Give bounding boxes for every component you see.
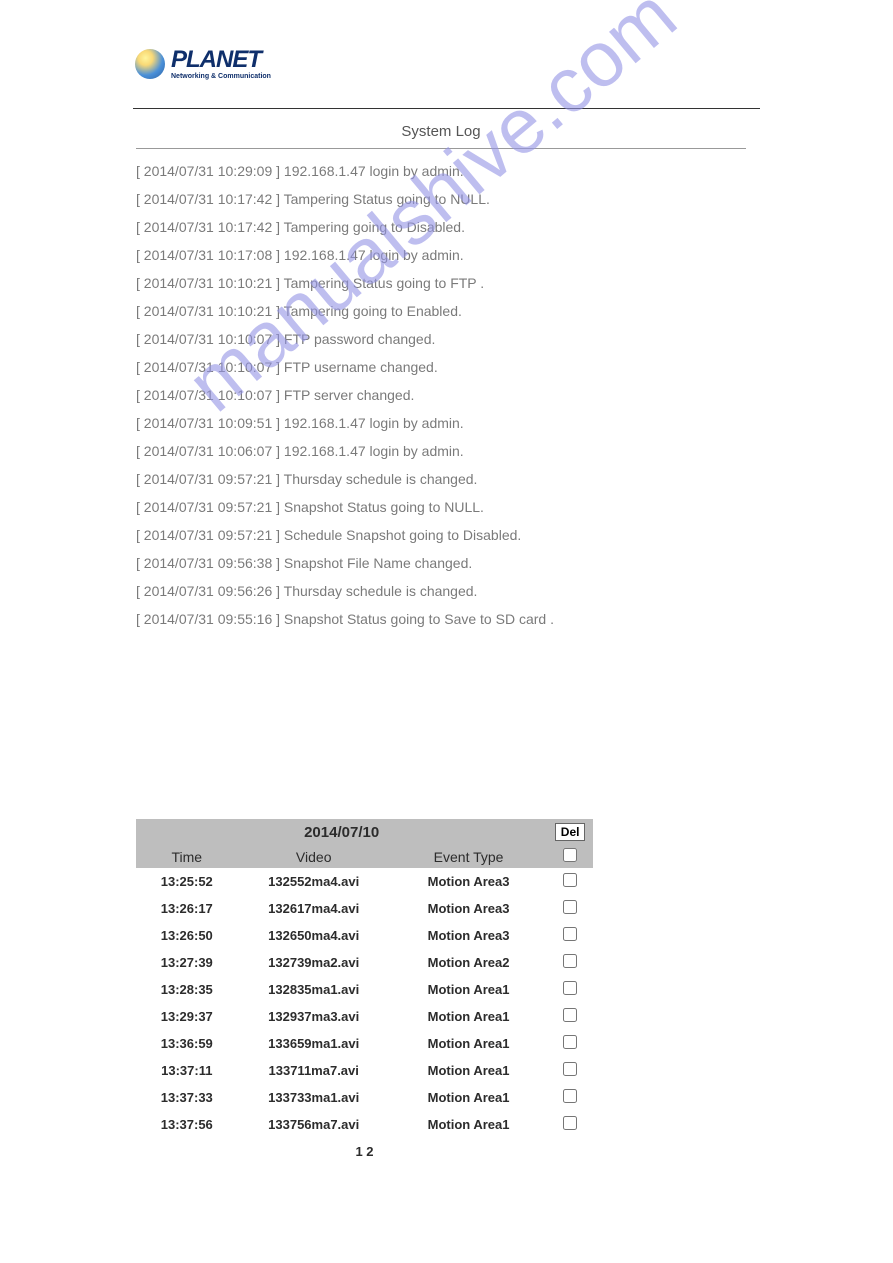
table-row: 13:37:11133711ma7.aviMotion Area1 — [136, 1057, 593, 1084]
cell-event: Motion Area1 — [390, 1057, 547, 1084]
row-checkbox[interactable] — [563, 1089, 577, 1103]
log-line: [ 2014/07/31 09:56:26 ] Thursday schedul… — [136, 577, 746, 605]
log-line: [ 2014/07/31 10:06:07 ] 192.168.1.47 log… — [136, 437, 746, 465]
cell-video[interactable]: 133733ma1.avi — [238, 1084, 390, 1111]
cell-time: 13:37:33 — [136, 1084, 238, 1111]
cell-check — [547, 1030, 593, 1057]
log-line: [ 2014/07/31 09:55:16 ] Snapshot Status … — [136, 605, 746, 633]
col-header-check — [547, 845, 593, 868]
cell-event: Motion Area1 — [390, 976, 547, 1003]
log-lines: [ 2014/07/31 10:29:09 ] 192.168.1.47 log… — [136, 149, 746, 633]
cell-time: 13:36:59 — [136, 1030, 238, 1057]
event-date-row: 2014/07/10 Del — [136, 819, 593, 845]
row-checkbox[interactable] — [563, 1035, 577, 1049]
row-checkbox[interactable] — [563, 981, 577, 995]
cell-check — [547, 868, 593, 895]
cell-check — [547, 949, 593, 976]
col-header-video: Video — [238, 845, 390, 868]
event-date: 2014/07/10 — [136, 819, 547, 845]
cell-event: Motion Area1 — [390, 1111, 547, 1138]
table-row: 13:37:56133756ma7.aviMotion Area1 — [136, 1111, 593, 1138]
cell-event: Motion Area1 — [390, 1030, 547, 1057]
col-header-time: Time — [136, 845, 238, 868]
table-row: 13:37:33133733ma1.aviMotion Area1 — [136, 1084, 593, 1111]
table-row: 13:26:17132617ma4.aviMotion Area3 — [136, 895, 593, 922]
cell-time: 13:26:50 — [136, 922, 238, 949]
logo: PLANET Networking & Communication — [135, 48, 893, 80]
log-line: [ 2014/07/31 10:17:42 ] Tampering Status… — [136, 185, 746, 213]
cell-time: 13:37:11 — [136, 1057, 238, 1084]
cell-time: 13:27:39 — [136, 949, 238, 976]
table-row: 13:27:39132739ma2.aviMotion Area2 — [136, 949, 593, 976]
event-header-row: Time Video Event Type — [136, 845, 593, 868]
cell-event: Motion Area2 — [390, 949, 547, 976]
logo-text: PLANET Networking & Communication — [171, 48, 271, 80]
table-row: 13:26:50132650ma4.aviMotion Area3 — [136, 922, 593, 949]
cell-video[interactable]: 132552ma4.avi — [238, 868, 390, 895]
row-checkbox[interactable] — [563, 1008, 577, 1022]
row-checkbox[interactable] — [563, 1116, 577, 1130]
row-checkbox[interactable] — [563, 927, 577, 941]
system-log-title: System Log — [136, 117, 746, 149]
cell-time: 13:28:35 — [136, 976, 238, 1003]
log-line: [ 2014/07/31 10:17:08 ] 192.168.1.47 log… — [136, 241, 746, 269]
cell-video[interactable]: 132937ma3.avi — [238, 1003, 390, 1030]
cell-check — [547, 1057, 593, 1084]
log-line: [ 2014/07/31 10:10:07 ] FTP password cha… — [136, 325, 746, 353]
table-row: 13:29:37132937ma3.aviMotion Area1 — [136, 1003, 593, 1030]
cell-time: 13:29:37 — [136, 1003, 238, 1030]
cell-check — [547, 1084, 593, 1111]
cell-video[interactable]: 133711ma7.avi — [238, 1057, 390, 1084]
cell-video[interactable]: 132617ma4.avi — [238, 895, 390, 922]
log-line: [ 2014/07/31 10:29:09 ] 192.168.1.47 log… — [136, 157, 746, 185]
cell-time: 13:37:56 — [136, 1111, 238, 1138]
cell-video[interactable]: 133659ma1.avi — [238, 1030, 390, 1057]
main-divider — [133, 108, 760, 109]
log-line: [ 2014/07/31 09:57:21 ] Schedule Snapsho… — [136, 521, 746, 549]
table-row: 13:28:35132835ma1.aviMotion Area1 — [136, 976, 593, 1003]
event-table: 2014/07/10 Del Time Video Event Type 13:… — [136, 819, 593, 1138]
row-checkbox[interactable] — [563, 900, 577, 914]
cell-check — [547, 1003, 593, 1030]
log-line: [ 2014/07/31 09:56:38 ] Snapshot File Na… — [136, 549, 746, 577]
cell-event: Motion Area3 — [390, 895, 547, 922]
row-checkbox[interactable] — [563, 873, 577, 887]
log-line: [ 2014/07/31 10:10:07 ] FTP server chang… — [136, 381, 746, 409]
page-header: PLANET Networking & Communication — [0, 0, 893, 80]
row-checkbox[interactable] — [563, 1062, 577, 1076]
cell-event: Motion Area1 — [390, 1003, 547, 1030]
cell-video[interactable]: 132739ma2.avi — [238, 949, 390, 976]
pager[interactable]: 1 2 — [136, 1144, 593, 1159]
cell-event: Motion Area1 — [390, 1084, 547, 1111]
cell-check — [547, 1111, 593, 1138]
cell-event: Motion Area3 — [390, 868, 547, 895]
del-cell: Del — [547, 819, 593, 845]
cell-check — [547, 895, 593, 922]
log-line: [ 2014/07/31 10:17:42 ] Tampering going … — [136, 213, 746, 241]
cell-video[interactable]: 132650ma4.avi — [238, 922, 390, 949]
delete-button[interactable]: Del — [555, 823, 586, 841]
cell-video[interactable]: 132835ma1.avi — [238, 976, 390, 1003]
cell-check — [547, 976, 593, 1003]
log-line: [ 2014/07/31 10:10:21 ] Tampering going … — [136, 297, 746, 325]
row-checkbox[interactable] — [563, 954, 577, 968]
table-row: 13:36:59133659ma1.aviMotion Area1 — [136, 1030, 593, 1057]
system-log-panel: System Log [ 2014/07/31 10:29:09 ] 192.1… — [136, 117, 746, 633]
cell-video[interactable]: 133756ma7.avi — [238, 1111, 390, 1138]
col-header-event: Event Type — [390, 845, 547, 868]
logo-orb-icon — [135, 49, 165, 79]
cell-time: 13:26:17 — [136, 895, 238, 922]
log-line: [ 2014/07/31 10:09:51 ] 192.168.1.47 log… — [136, 409, 746, 437]
cell-check — [547, 922, 593, 949]
select-all-checkbox[interactable] — [563, 848, 577, 862]
logo-tagline: Networking & Communication — [171, 73, 271, 80]
table-row: 13:25:52132552ma4.aviMotion Area3 — [136, 868, 593, 895]
log-line: [ 2014/07/31 10:10:07 ] FTP username cha… — [136, 353, 746, 381]
cell-event: Motion Area3 — [390, 922, 547, 949]
logo-brand: PLANET — [171, 48, 271, 72]
log-line: [ 2014/07/31 09:57:21 ] Snapshot Status … — [136, 493, 746, 521]
log-line: [ 2014/07/31 10:10:21 ] Tampering Status… — [136, 269, 746, 297]
log-line: [ 2014/07/31 09:57:21 ] Thursday schedul… — [136, 465, 746, 493]
cell-time: 13:25:52 — [136, 868, 238, 895]
